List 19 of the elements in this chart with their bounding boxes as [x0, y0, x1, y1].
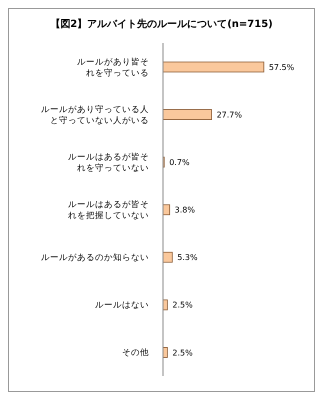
y-tick-label: ルールはない — [95, 300, 149, 311]
y-tick-label: ルールはあるが皆それを守っていない — [68, 151, 149, 174]
data-label: 57.5% — [268, 62, 295, 72]
data-label: 3.8% — [174, 206, 196, 215]
data-label: 27.7% — [216, 110, 242, 120]
y-tick-label: その他 — [122, 347, 149, 358]
y-tick-label: ルールがあり守っている人と守っていない人がいる — [41, 104, 149, 126]
bar — [162, 109, 212, 120]
data-label: 2.5% — [172, 348, 194, 358]
data-label: 5.3% — [177, 253, 198, 262]
y-tick-label: ルールがあり皆それを守っている — [77, 56, 149, 78]
bar — [162, 347, 168, 358]
bar — [162, 299, 168, 310]
y-tick-label: ルールはあるが皆それを把握していない — [68, 199, 149, 221]
data-label: 2.5% — [172, 300, 194, 310]
data-label: 0.7% — [169, 158, 190, 167]
chart-title: 【図2】アルバイト先のルールについて(n=715) — [49, 18, 274, 31]
bar — [162, 62, 264, 72]
y-tick-label: ルールがあるのか知らない — [41, 252, 149, 264]
